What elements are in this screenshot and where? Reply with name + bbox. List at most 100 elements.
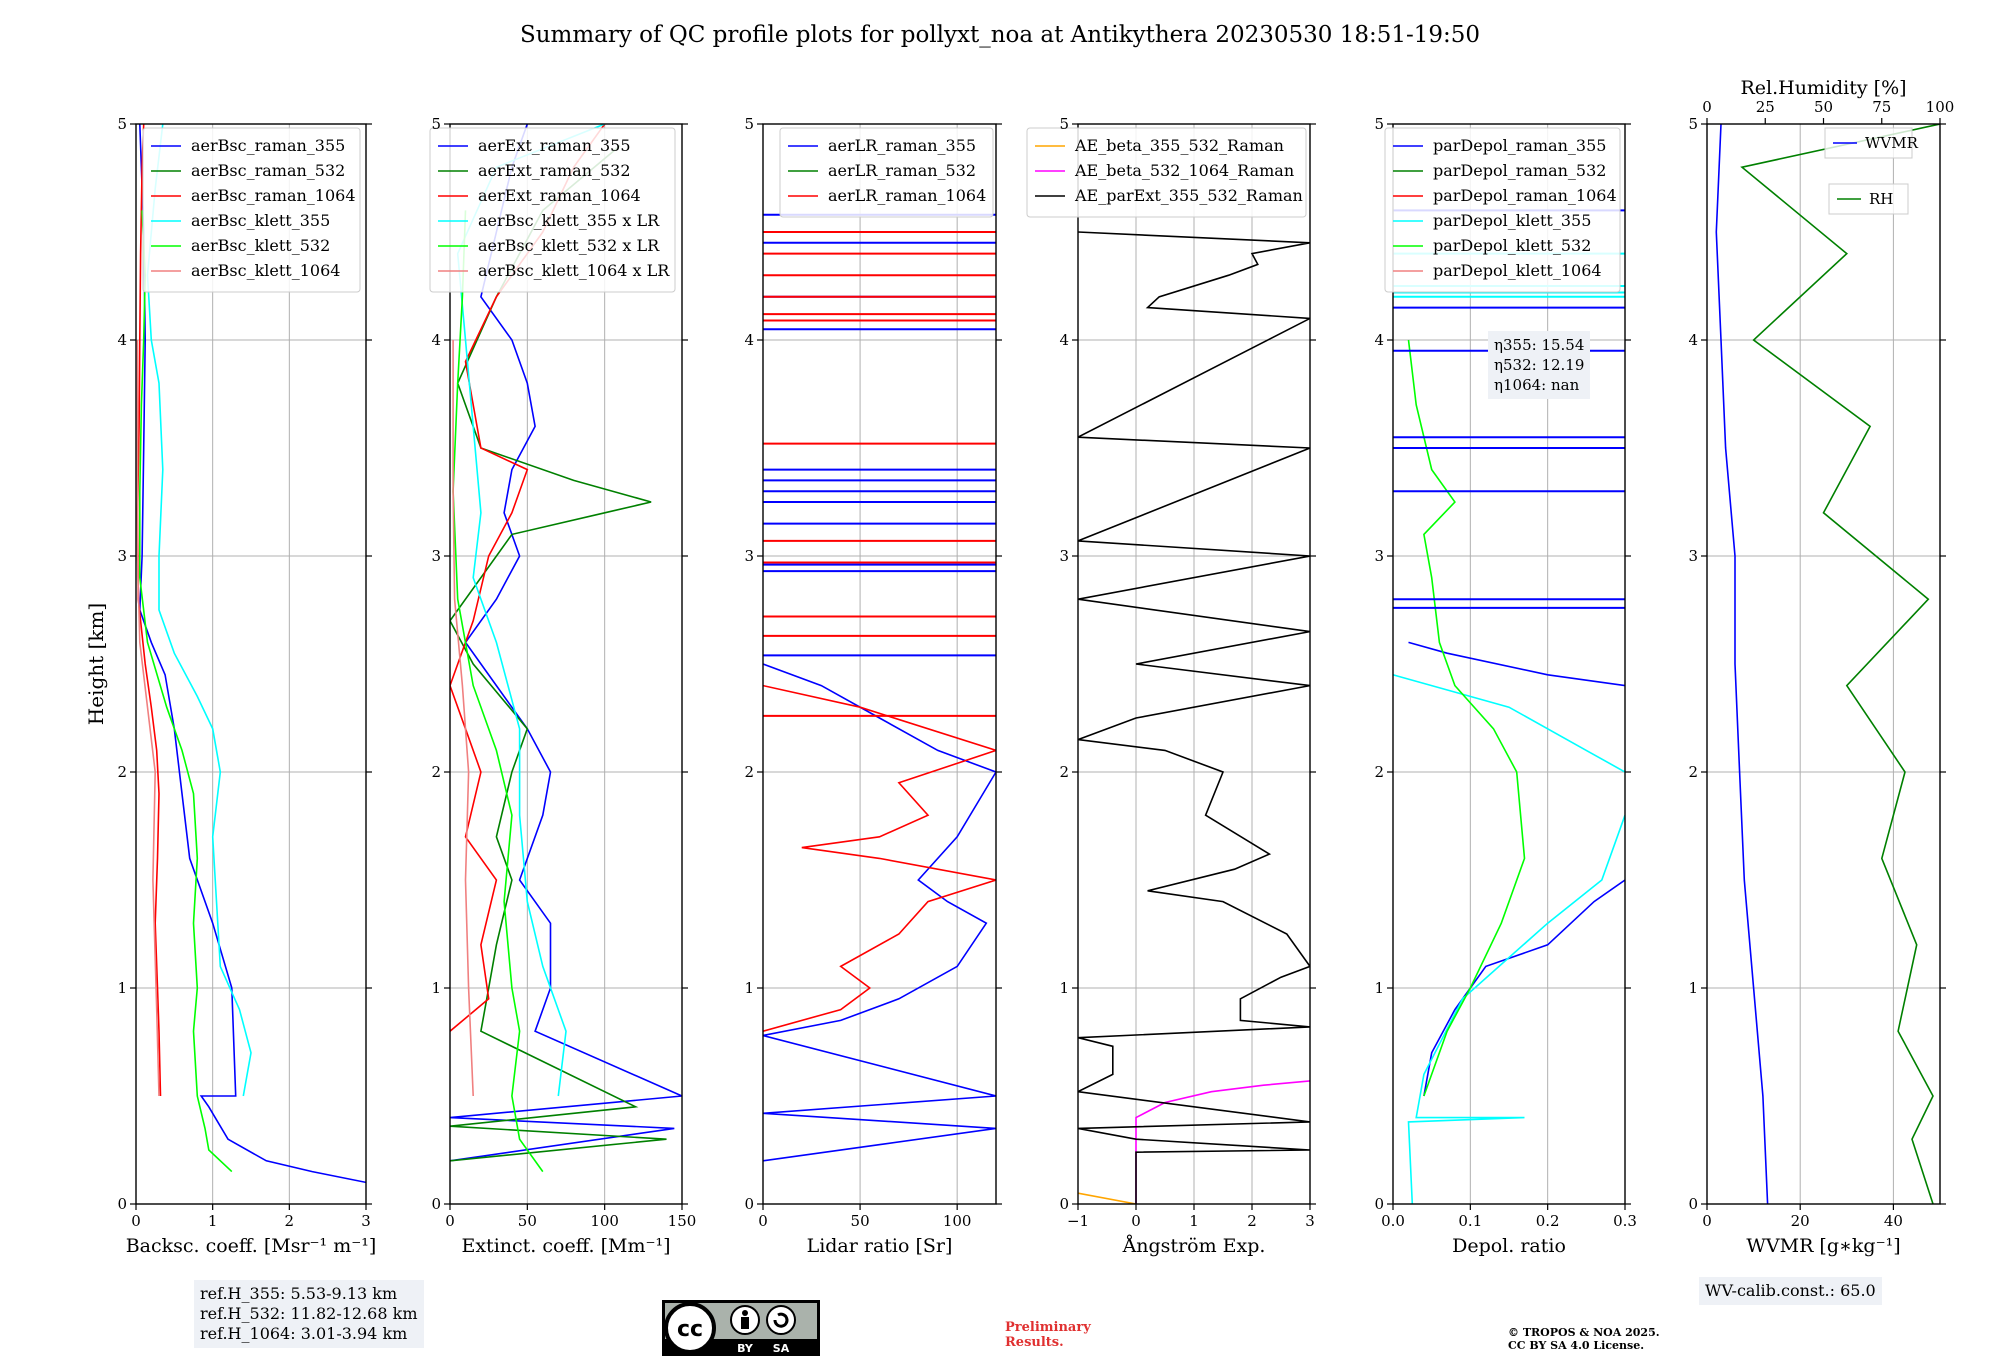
legend-box	[1384, 127, 1621, 293]
legend-label: aerLR_raman_1064	[828, 186, 986, 205]
legend-label: aerBsc_klett_532	[191, 236, 330, 255]
wv-calibration-box: WV-calib.const.: 65.0	[1699, 1277, 1882, 1305]
y-tick-label: 2	[1374, 763, 1384, 781]
legend-label: parDepol_klett_1064	[1433, 261, 1602, 280]
legend-box	[779, 127, 994, 218]
series-aerExt_raman_355	[450, 124, 682, 1162]
series-parDepol_klett_532	[1407, 339, 1526, 1097]
ref-height-532: ref.H_532: 11.82-12.68 km	[200, 1304, 418, 1323]
y-tick-label: 2	[117, 763, 127, 781]
y-tick-label: 1	[431, 979, 441, 997]
series-AE_beta_532_1064_Raman	[1135, 1080, 1310, 1204]
cc-by-sa-badge: cc BY SA	[662, 1300, 820, 1356]
x-tick-label: 0.1	[1458, 1212, 1482, 1230]
series-RH	[1740, 124, 1940, 1204]
series-aerBsc_raman_355	[138, 124, 366, 1184]
x-tick-label: 0.3	[1613, 1212, 1637, 1230]
x-tick-label: 0	[131, 1212, 141, 1230]
x-tick-label: 100	[943, 1212, 972, 1230]
y-tick-label: 0	[744, 1195, 754, 1213]
series-aerLR_raman_1064	[763, 684, 996, 1032]
y-tick-label: 2	[744, 763, 754, 781]
axes-frame	[1706, 123, 1941, 1205]
y-tick-label: 5	[117, 115, 127, 133]
legend-label: parDepol_klett_532	[1433, 236, 1591, 255]
legend-label: parDepol_raman_355	[1433, 136, 1606, 155]
axes-frame	[1077, 123, 1311, 1205]
series-WVMR	[1715, 124, 1769, 1204]
legend-label: aerExt_raman_1064	[478, 186, 641, 205]
legend-label: AE_beta_532_1064_Raman	[1074, 161, 1294, 180]
copyright-line-2: CC BY SA 4.0 License.	[1508, 1339, 1645, 1352]
x-tick-label: 50	[851, 1212, 870, 1230]
legend-label: aerLR_raman_532	[828, 161, 976, 180]
eta-1064: η1064: nan	[1494, 376, 1580, 394]
preliminary-note: Preliminary Results.	[1005, 1320, 1091, 1350]
figure-title: Summary of QC profile plots for pollyxt_…	[519, 22, 1481, 48]
top-x-tick-label: 100	[1926, 98, 1955, 116]
series-parDepol_klett_355_top	[1393, 674, 1625, 773]
top-x-axis-label: Rel.Humidity [%]	[1740, 77, 1906, 99]
x-tick-label: 20	[1791, 1212, 1810, 1230]
legend-box	[429, 127, 676, 293]
panel-lr	[757, 123, 1002, 1210]
y-tick-label: 4	[1374, 331, 1384, 349]
eta-532: η532: 12.19	[1494, 356, 1585, 374]
x-tick-label: 40	[1884, 1212, 1903, 1230]
sa-label: SA	[773, 1342, 790, 1355]
legend-label: aerBsc_klett_1064	[191, 261, 340, 280]
legend-label: aerExt_raman_532	[478, 161, 631, 180]
axes-frame	[449, 123, 683, 1205]
top-x-tick-label: 75	[1872, 98, 1891, 116]
y-tick-label: 4	[1059, 331, 1069, 349]
panel-wv	[1701, 118, 1946, 1210]
series-AE_parExt_355_532_Raman	[1078, 231, 1310, 1204]
reference-heights-box: ref.H_355: 5.53-9.13 km ref.H_532: 11.82…	[194, 1280, 424, 1348]
y-tick-label: 0	[1059, 1195, 1069, 1213]
eta-355: η355: 15.54	[1494, 336, 1585, 354]
x-tick-label: 1	[1189, 1212, 1199, 1230]
series-aerBsc_klett_355	[146, 124, 252, 1097]
legend-label: AE_beta_355_532_Raman	[1074, 136, 1284, 155]
legend-label: aerBsc_raman_532	[191, 161, 345, 180]
x-tick-label: 2	[1247, 1212, 1257, 1230]
legend-label: aerBsc_klett_355	[191, 211, 330, 230]
y-tick-label: 3	[1688, 547, 1698, 565]
axes-frame	[135, 123, 367, 1205]
legend-label: aerLR_raman_355	[828, 136, 976, 155]
x-axis-label: Depol. ratio	[1452, 1235, 1566, 1257]
x-tick-label: 100	[590, 1212, 619, 1230]
legend-label: AE_parExt_355_532_Raman	[1074, 186, 1303, 205]
series-aerExt_raman_532	[450, 144, 667, 1162]
y-tick-label: 3	[1059, 547, 1069, 565]
ref-height-355: ref.H_355: 5.53-9.13 km	[200, 1284, 398, 1303]
y-tick-label: 3	[1374, 547, 1384, 565]
y-tick-label: 0	[117, 1195, 127, 1213]
series-aerLR_raman_355	[763, 663, 996, 1162]
x-axis-label: WVMR [g∗kg⁻¹]	[1746, 1235, 1900, 1257]
preliminary-line-2: Results.	[1005, 1335, 1064, 1350]
y-tick-label: 0	[431, 1195, 441, 1213]
panel-depol	[1384, 123, 1631, 1210]
cc-logo-icon	[664, 1302, 716, 1354]
x-tick-label: 0.2	[1536, 1212, 1560, 1230]
x-tick-label: 2	[285, 1212, 295, 1230]
top-x-tick-label: 25	[1756, 98, 1775, 116]
y-tick-label: 2	[1059, 763, 1069, 781]
x-tick-label: −1	[1067, 1212, 1089, 1230]
series-parDepol_raman_355_top	[1408, 641, 1625, 687]
legend-label: aerBsc_raman_1064	[191, 186, 356, 205]
y-tick-label: 2	[431, 763, 441, 781]
y-axis-label: Height [km]	[84, 603, 108, 725]
legend-label: aerBsc_raman_355	[191, 136, 345, 155]
by-label: BY	[737, 1342, 754, 1355]
legend-box-rh	[1828, 183, 1909, 215]
y-tick-label: 1	[1059, 979, 1069, 997]
series-parDepol_raman_355	[1423, 879, 1625, 1097]
legend-label: aerExt_raman_355	[478, 136, 631, 155]
y-tick-label: 5	[431, 115, 441, 133]
x-axis-label: Extinct. coeff. [Mm⁻¹]	[461, 1235, 670, 1257]
panel-ae	[1026, 123, 1316, 1210]
series-AE_beta_355_532_Raman	[1078, 1192, 1137, 1204]
